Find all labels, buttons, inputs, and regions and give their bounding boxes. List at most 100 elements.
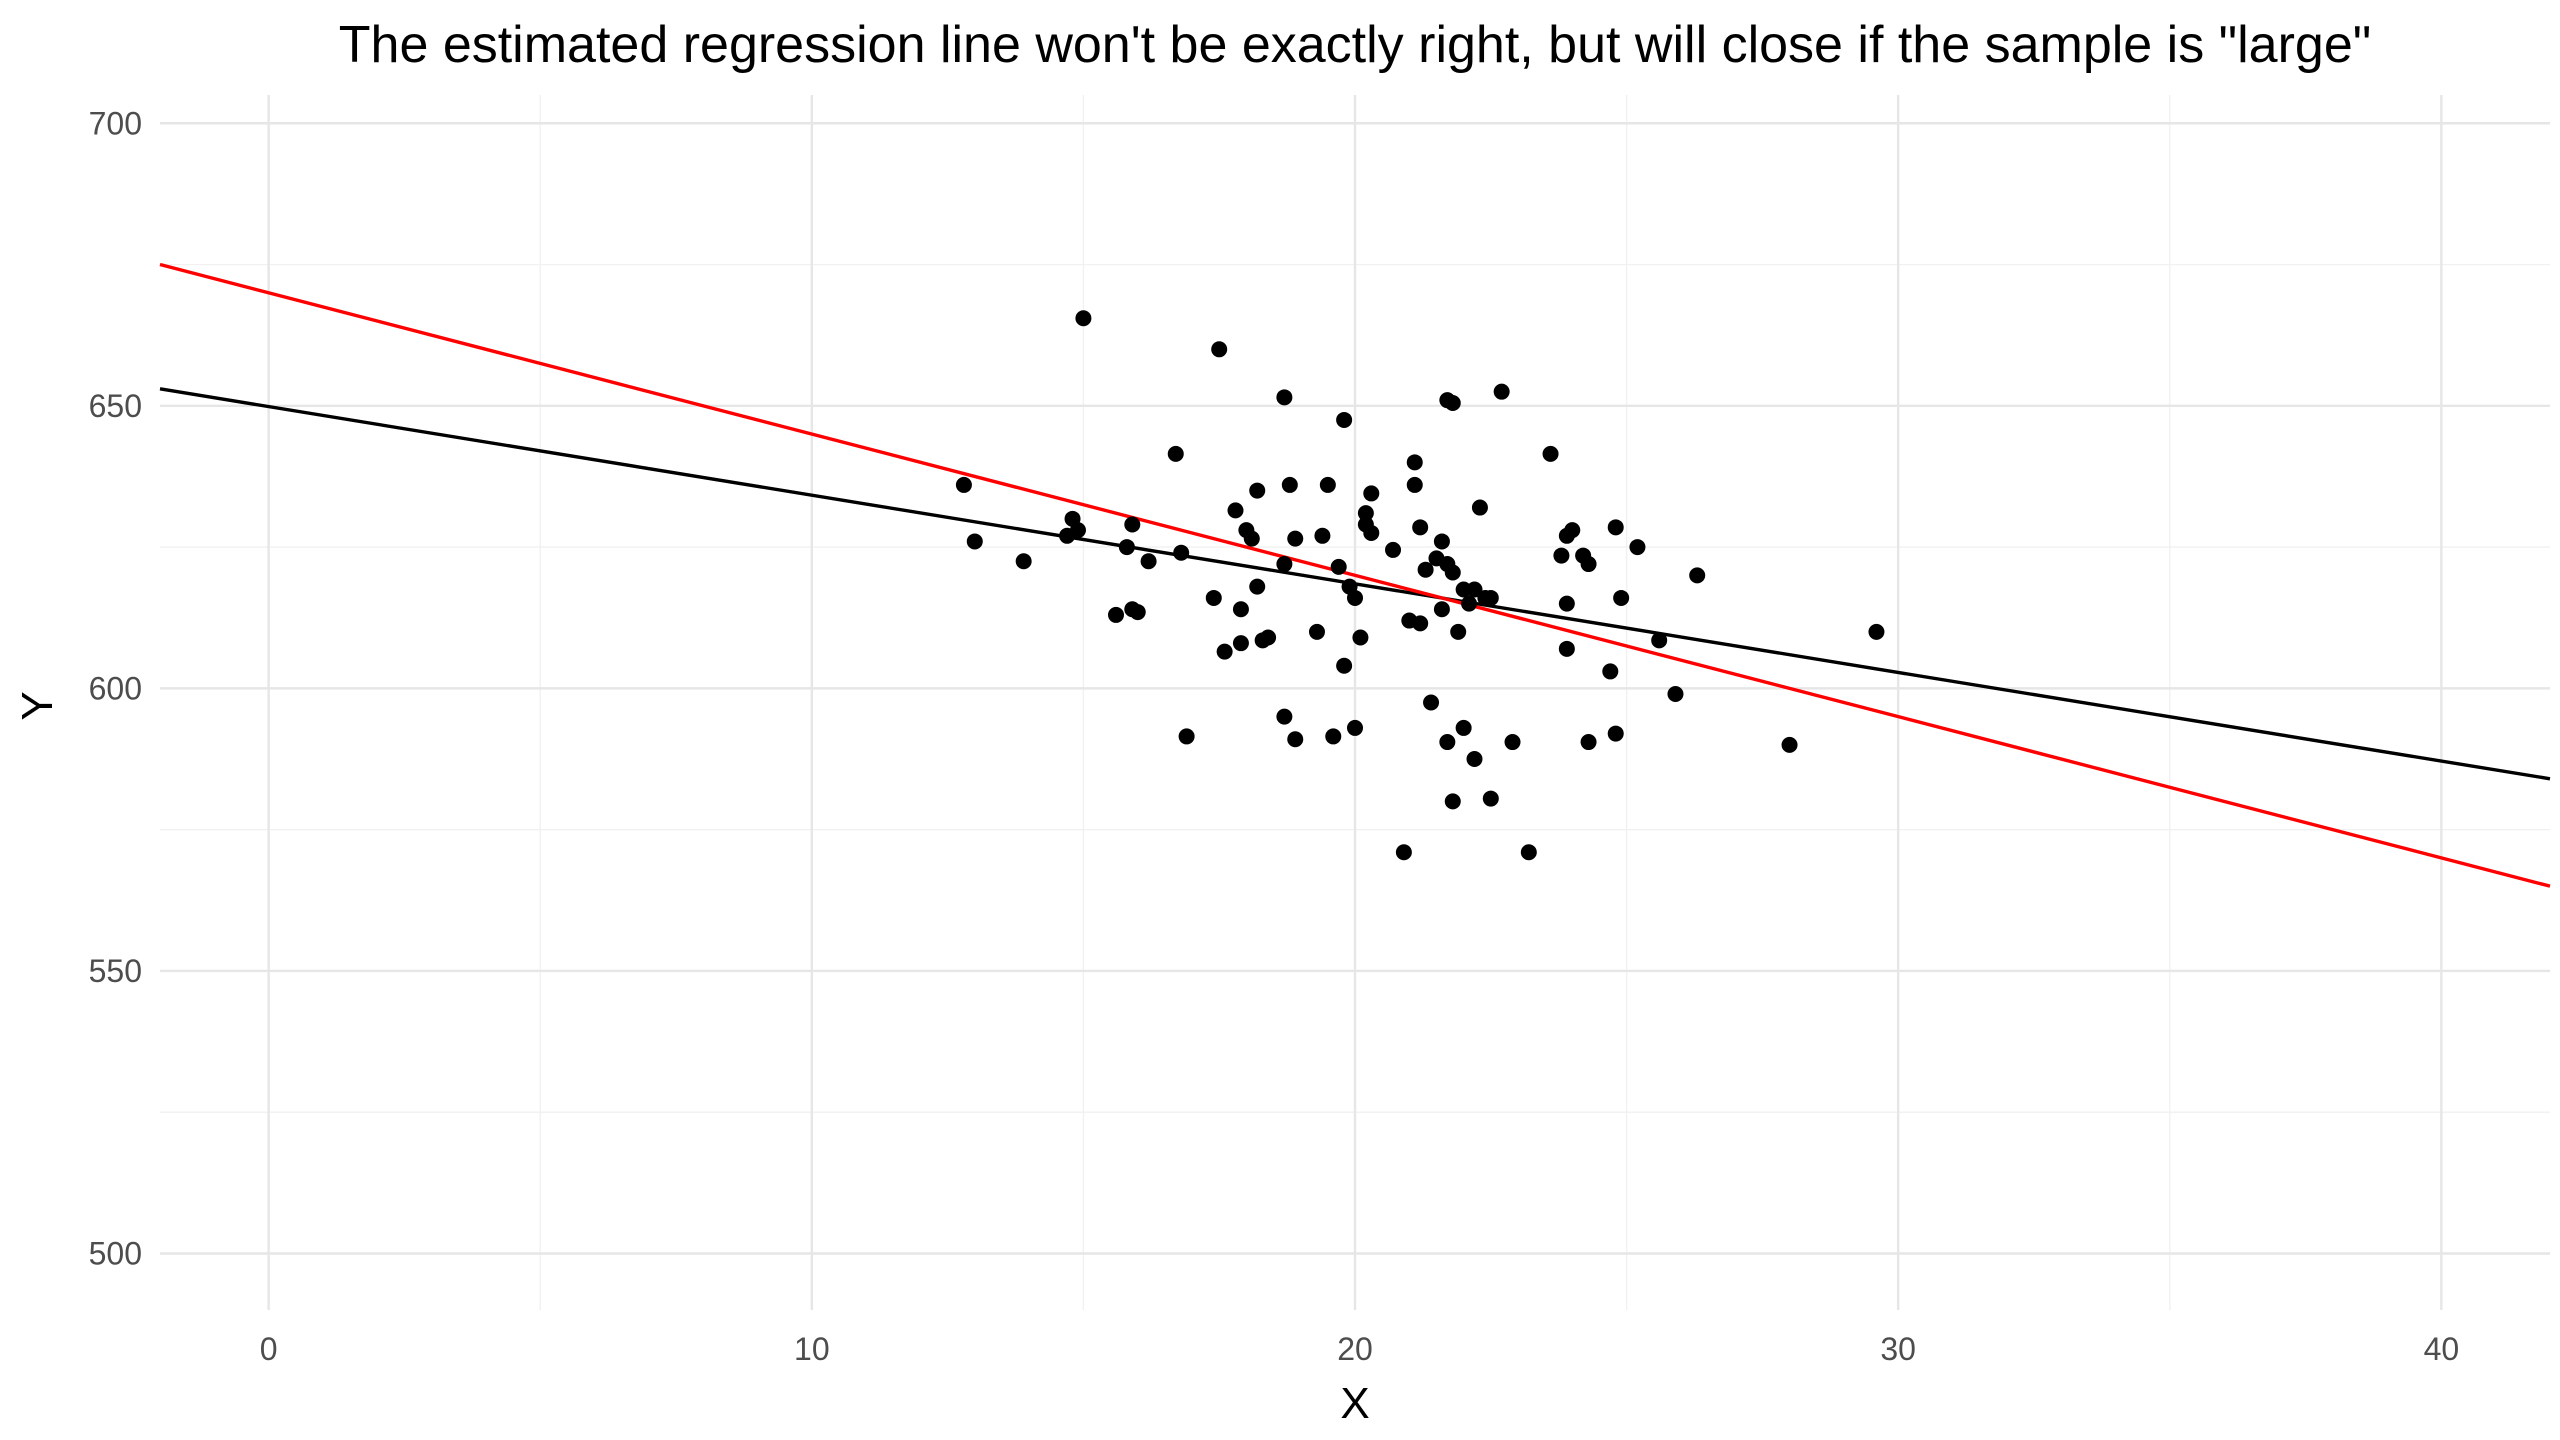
data-point bbox=[1363, 485, 1380, 502]
data-point bbox=[1167, 445, 1184, 462]
data-point bbox=[1466, 581, 1483, 598]
data-point bbox=[1412, 519, 1429, 536]
data-point bbox=[1075, 310, 1092, 327]
data-point bbox=[1471, 499, 1488, 516]
data-point bbox=[1347, 589, 1363, 606]
x-tick-label: 10 bbox=[794, 1331, 830, 1367]
data-point bbox=[1439, 734, 1456, 751]
data-point bbox=[1336, 411, 1353, 428]
data-point bbox=[1232, 601, 1249, 618]
data-point bbox=[1868, 623, 1885, 640]
y-tick-label: 550 bbox=[89, 953, 142, 989]
data-point bbox=[1412, 615, 1429, 632]
data-point bbox=[1444, 564, 1461, 581]
data-point bbox=[1336, 657, 1353, 674]
data-point bbox=[1607, 519, 1624, 536]
data-point bbox=[1281, 476, 1298, 493]
data-point bbox=[1314, 527, 1331, 544]
data-point bbox=[1461, 595, 1478, 612]
data-point bbox=[1433, 601, 1450, 618]
data-point bbox=[1015, 553, 1032, 570]
data-point bbox=[1363, 524, 1380, 541]
data-point bbox=[955, 476, 972, 493]
data-point bbox=[1482, 589, 1499, 606]
data-point bbox=[1667, 686, 1684, 703]
data-point bbox=[1232, 635, 1249, 652]
data-point bbox=[1249, 578, 1266, 595]
data-point bbox=[1395, 844, 1412, 861]
data-points bbox=[955, 310, 1885, 861]
data-point bbox=[1580, 734, 1597, 751]
data-point bbox=[1504, 734, 1521, 751]
data-point bbox=[1108, 606, 1124, 623]
x-axis-ticks: 0 10 20 30 40 bbox=[260, 1331, 2459, 1367]
data-point bbox=[1178, 728, 1195, 745]
data-point bbox=[1287, 731, 1304, 748]
data-point bbox=[1205, 589, 1222, 606]
data-point bbox=[1406, 454, 1423, 471]
data-point bbox=[1423, 694, 1440, 711]
data-point bbox=[1613, 589, 1630, 606]
data-point bbox=[1357, 505, 1374, 522]
data-point bbox=[1140, 553, 1157, 570]
data-point bbox=[1069, 522, 1086, 539]
data-point bbox=[1330, 558, 1347, 575]
y-tick-label: 500 bbox=[89, 1235, 142, 1271]
data-point bbox=[1433, 533, 1450, 550]
data-point bbox=[1347, 719, 1363, 736]
data-point bbox=[1455, 719, 1472, 736]
data-point bbox=[1558, 595, 1575, 612]
data-point bbox=[1689, 567, 1706, 584]
data-point bbox=[1124, 516, 1141, 533]
y-axis-title: Y bbox=[13, 691, 62, 720]
data-point bbox=[1227, 502, 1244, 519]
data-point bbox=[1118, 539, 1135, 556]
data-point bbox=[1249, 482, 1266, 499]
y-axis-ticks: 500 550 600 650 700 bbox=[89, 105, 142, 1271]
data-point bbox=[1482, 790, 1499, 807]
data-point bbox=[1173, 544, 1190, 561]
data-point bbox=[1450, 623, 1467, 640]
x-tick-label: 30 bbox=[1880, 1331, 1916, 1367]
data-point bbox=[1129, 604, 1146, 621]
data-point bbox=[1287, 530, 1304, 547]
chart-title: The estimated regression line won't be e… bbox=[339, 16, 2371, 74]
data-point bbox=[1542, 445, 1559, 462]
data-point bbox=[1444, 394, 1461, 411]
data-point bbox=[1558, 640, 1575, 657]
data-point bbox=[1493, 383, 1510, 400]
data-point bbox=[1385, 541, 1402, 558]
data-point bbox=[1580, 556, 1597, 573]
data-point bbox=[1260, 629, 1277, 646]
x-tick-label: 20 bbox=[1337, 1331, 1373, 1367]
data-point bbox=[1216, 643, 1233, 660]
data-point bbox=[1466, 751, 1483, 768]
x-axis-title: X bbox=[1340, 1379, 1369, 1428]
data-point bbox=[1444, 793, 1461, 810]
x-tick-label: 0 bbox=[260, 1331, 278, 1367]
data-point bbox=[1325, 728, 1342, 745]
data-point bbox=[1607, 725, 1624, 742]
data-point bbox=[1352, 629, 1369, 646]
data-point bbox=[1629, 539, 1646, 556]
regression-line-1 bbox=[159, 262, 2551, 888]
gridlines bbox=[160, 95, 2550, 1310]
y-tick-label: 650 bbox=[89, 388, 142, 424]
data-point bbox=[1553, 547, 1570, 564]
data-point bbox=[1211, 341, 1228, 358]
data-point bbox=[1319, 476, 1336, 493]
data-point bbox=[1651, 632, 1668, 649]
data-point bbox=[1243, 530, 1260, 547]
data-point bbox=[1276, 556, 1293, 573]
data-point bbox=[1602, 663, 1619, 680]
data-point bbox=[1564, 522, 1581, 539]
data-point bbox=[1406, 476, 1423, 493]
data-point bbox=[1781, 736, 1798, 753]
data-point bbox=[966, 533, 983, 550]
data-point bbox=[1520, 844, 1537, 861]
x-tick-label: 40 bbox=[2424, 1331, 2460, 1367]
data-point bbox=[1276, 389, 1293, 406]
y-tick-label: 700 bbox=[89, 105, 142, 141]
data-point bbox=[1308, 623, 1325, 640]
